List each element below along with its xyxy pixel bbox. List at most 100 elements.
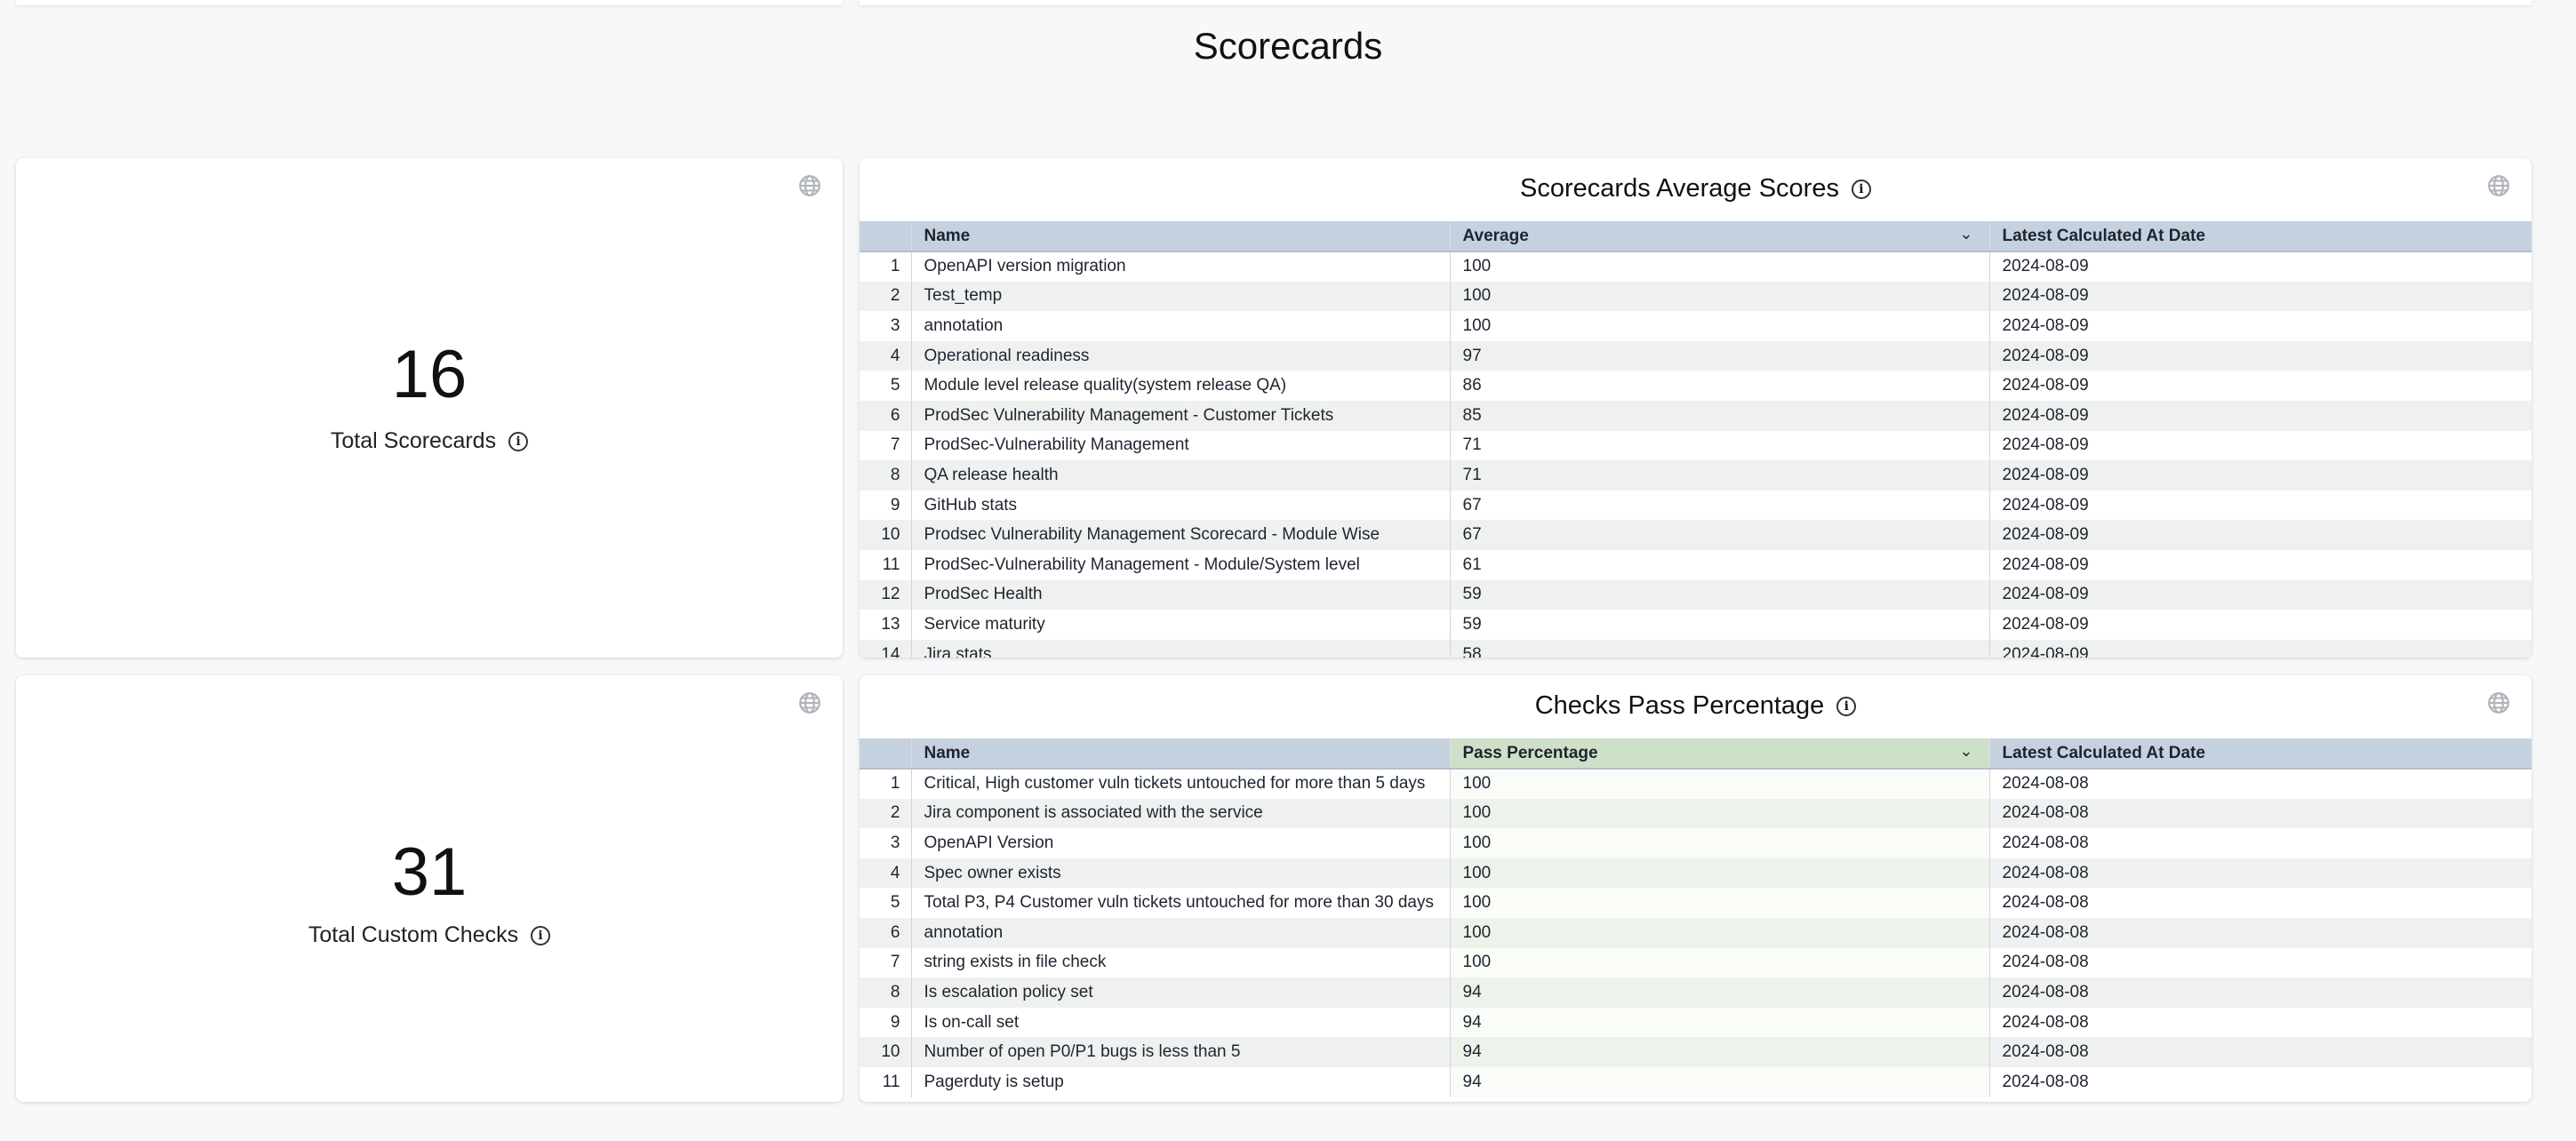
cell-name: Total P3, P4 Customer vuln tickets untou… [910,888,1450,918]
table-row[interactable]: 8 Is escalation policy set 94 2024-08-08 [860,977,2532,1008]
info-icon[interactable]: i [531,925,551,946]
sort-chevron-icon[interactable]: ⌄ [1959,742,1973,760]
column-header[interactable]: Pass Percentage ⌄ [1449,738,1989,770]
table-row[interactable]: 13 Service maturity 59 2024-08-09 [860,610,2532,640]
table-row[interactable]: 11 Pagerduty is setup 94 2024-08-08 [860,1066,2532,1097]
kpi-label: Total Scorecards [330,428,497,453]
row-index: 2 [860,281,911,312]
cell-name: Module level release quality(system rele… [910,371,1450,401]
row-index: 10 [860,1037,911,1067]
table-row[interactable]: 12 ProdSec Health 59 2024-08-09 [860,579,2532,610]
table-row[interactable]: 3 OpenAPI Version 100 2024-08-08 [860,828,2532,858]
globe-icon[interactable] [798,174,821,197]
globe-icon[interactable] [2487,174,2510,197]
cell-value: 59 [1449,579,1989,610]
cell-name: Spec owner exists [910,858,1450,889]
cell-value: 61 [1449,549,1989,580]
kpi-card-total-custom-checks: 31 Total Custom Checks i [16,675,843,1102]
row-index: 8 [860,460,911,491]
row-index: 13 [881,614,900,634]
row-index: 10 [860,520,911,550]
info-icon[interactable]: i [508,431,529,451]
table-row[interactable]: 5 Total P3, P4 Customer vuln tickets unto… [860,888,2532,918]
cell-date: 2024-08-08 [1988,828,2532,858]
table-row[interactable]: 10 Number of open P0/P1 bugs is less than… [860,1037,2532,1067]
table-row[interactable]: 4 Operational readiness 97 2024-08-09 [860,340,2532,371]
column-header[interactable]: Average ⌄ [1449,221,1989,252]
cell-value: 100 [1449,281,1989,312]
table-row[interactable]: 1 OpenAPI version migration 100 2024-08-09 [860,251,2532,282]
table-row[interactable]: 14 Jira stats 58 2024-08-09 [860,639,2532,658]
table-row[interactable]: 2 Jira component is associated with the s… [860,798,2532,829]
cell-date: 2024-08-09 [1988,639,2532,658]
table-row[interactable]: 10 Prodsec Vulnerability Management Score… [860,520,2532,550]
cell-date: 2024-08-08 [1988,858,2532,889]
table-card-checks-pass: Checks Pass Percentage i Name Pass Percent… [860,675,2532,1102]
data-table: Name Average ⌄ Latest Calculated At Date 1 Op… [860,221,2532,658]
cell-name: ProdSec Vulnerability Management - Custo… [910,400,1450,431]
cell-name: Jira component is associated with the se… [910,798,1450,829]
table-row[interactable]: 6 annotation 100 2024-08-08 [860,917,2532,948]
column-header[interactable]: Latest Calculated At Date [1988,738,2532,770]
table-row[interactable]: 2 Test_temp 100 2024-08-09 [860,281,2532,312]
info-icon[interactable]: i [1851,179,1871,199]
table-row[interactable]: 5 Module level release quality(system rel… [860,371,2532,401]
column-header[interactable]: Name [910,221,1450,252]
table-row[interactable]: 7 string exists in file check 100 2024-08-0… [860,947,2532,978]
cell-name: Critical, High customer vuln tickets unt… [910,769,1450,799]
data-table: Name Pass Percentage ⌄ Latest Calculated At… [860,738,2532,1097]
globe-icon[interactable] [2487,691,2510,714]
cell-value: 100 [1449,947,1989,978]
cell-name: Pagerduty is setup [910,1066,1450,1097]
cell-value: 100 [1449,888,1989,918]
cell-date: 2024-08-08 [1988,798,2532,829]
cell-value: 86 [1449,371,1989,401]
row-index: 9 [890,495,900,515]
cell-value: 71 [1449,430,1989,461]
row-index: 7 [890,435,900,455]
cell-value: 67 [1449,490,1989,521]
row-index: 7 [890,953,900,972]
cell-name: Operational readiness [910,340,1450,371]
cell-value: 97 [1449,340,1989,371]
sort-chevron-icon[interactable]: ⌄ [1959,225,1973,243]
table-row[interactable]: 6 ProdSec Vulnerability Management - Cust… [860,400,2532,431]
page-title: Scorecards [1193,25,1383,67]
column-header[interactable]: Latest Calculated At Date [1988,221,2532,252]
cell-name: Jira stats [910,639,1450,658]
cell-date: 2024-08-08 [1988,888,2532,918]
index-header [860,221,911,252]
cell-date: 2024-08-09 [1988,430,2532,461]
table-row[interactable]: 9 GitHub stats 67 2024-08-09 [860,490,2532,521]
cell-date: 2024-08-09 [1988,371,2532,401]
cell-date: 2024-08-09 [1988,549,2532,580]
table-row[interactable]: 11 ProdSec-Vulnerability Management - Mod… [860,549,2532,580]
table-row[interactable]: 1 Critical, High customer vuln tickets un… [860,769,2532,799]
table-row[interactable]: 4 Spec owner exists 100 2024-08-08 [860,858,2532,889]
cell-name: Is on-call set [910,1007,1450,1038]
row-index: 3 [890,833,900,852]
cell-date: 2024-08-09 [1988,400,2532,431]
cell-name: OpenAPI version migration [910,251,1450,282]
table-row[interactable]: 8 QA release health 71 2024-08-09 [860,460,2532,491]
cell-name: ProdSec Health [910,579,1450,610]
globe-icon[interactable] [798,691,821,714]
row-index: 6 [860,400,911,431]
column-header[interactable]: Name [910,738,1450,770]
cell-name: ProdSec-Vulnerability Management [910,430,1450,461]
info-icon[interactable]: i [1836,696,1857,716]
table-row[interactable]: 9 Is on-call set 94 2024-08-08 [860,1007,2532,1038]
cell-name: ProdSec-Vulnerability Management - Modul… [910,549,1450,580]
row-index: 12 [860,579,911,610]
cell-value: 100 [1449,858,1989,889]
table-row[interactable]: 3 annotation 100 2024-08-09 [860,311,2532,341]
cell-name: QA release health [910,460,1450,491]
table-row[interactable]: 7 ProdSec-Vulnerability Management 71 2024-… [860,430,2532,461]
cell-date: 2024-08-08 [1988,947,2532,978]
top-card-edge-right [860,0,2532,5]
row-index: 11 [882,555,900,574]
cell-value: 67 [1449,520,1989,550]
cell-date: 2024-08-08 [1988,1007,2532,1038]
cell-date: 2024-08-09 [1988,251,2532,282]
cell-value: 85 [1449,400,1989,431]
